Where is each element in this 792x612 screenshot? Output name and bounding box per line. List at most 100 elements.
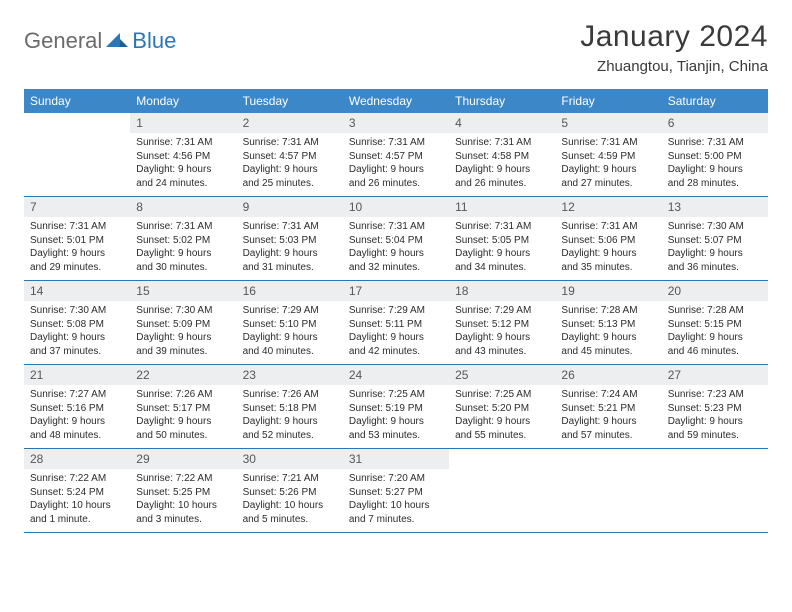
- weekday-header: Sunday: [24, 89, 130, 113]
- day-line: Daylight: 9 hours: [30, 247, 124, 261]
- day-number: 19: [555, 281, 661, 301]
- day-line: Sunrise: 7:31 AM: [30, 220, 124, 234]
- day-line: Sunrise: 7:31 AM: [136, 220, 230, 234]
- day-line: Sunrise: 7:30 AM: [668, 220, 762, 234]
- day-cell: 23Sunrise: 7:26 AMSunset: 5:18 PMDayligh…: [237, 365, 343, 448]
- day-line: Daylight: 9 hours: [455, 415, 549, 429]
- day-line: Sunset: 5:24 PM: [30, 486, 124, 500]
- day-number: 20: [662, 281, 768, 301]
- brand-part1: General: [24, 28, 102, 54]
- day-line: Sunrise: 7:31 AM: [243, 136, 337, 150]
- day-line: Daylight: 9 hours: [349, 163, 443, 177]
- day-line: Sunset: 5:10 PM: [243, 318, 337, 332]
- day-number: 6: [662, 113, 768, 133]
- day-number: 27: [662, 365, 768, 385]
- day-line: and 3 minutes.: [136, 513, 230, 527]
- day-line: Daylight: 9 hours: [668, 415, 762, 429]
- weekday-header: Tuesday: [237, 89, 343, 113]
- day-cell: 27 Sunrise: 7:23 AMSunset: 5:23 PMDayligh…: [662, 365, 768, 448]
- day-number: 26: [555, 365, 661, 385]
- day-line: Sunset: 5:19 PM: [349, 402, 443, 416]
- day-cell: 13Sunrise: 7:30 AMSunset: 5:07 PMDayligh…: [662, 197, 768, 280]
- day-line: and 24 minutes.: [136, 177, 230, 191]
- day-line: Sunrise: 7:31 AM: [349, 220, 443, 234]
- day-cell: 22Sunrise: 7:26 AMSunset: 5:17 PMDayligh…: [130, 365, 236, 448]
- day-line: Daylight: 9 hours: [349, 331, 443, 345]
- brand-mark-icon: [106, 29, 130, 54]
- day-line: Sunrise: 7:31 AM: [349, 136, 443, 150]
- day-body: Sunrise: 7:21 AMSunset: 5:26 PMDaylight:…: [237, 469, 343, 532]
- day-cell: 31Sunrise: 7:20 AMSunset: 5:27 PMDayligh…: [343, 449, 449, 532]
- day-line: Sunrise: 7:27 AM: [30, 388, 124, 402]
- day-line: and 39 minutes.: [136, 345, 230, 359]
- day-cell: [662, 449, 768, 532]
- day-cell: 4Sunrise: 7:31 AMSunset: 4:58 PMDaylight…: [449, 113, 555, 196]
- day-number: 15: [130, 281, 236, 301]
- day-line: Sunrise: 7:31 AM: [561, 136, 655, 150]
- day-line: Sunrise: 7:20 AM: [349, 472, 443, 486]
- day-body: Sunrise: 7:31 AMSunset: 5:06 PMDaylight:…: [555, 217, 661, 280]
- day-cell: 25Sunrise: 7:25 AMSunset: 5:20 PMDayligh…: [449, 365, 555, 448]
- day-line: Sunset: 5:21 PM: [561, 402, 655, 416]
- day-line: Sunrise: 7:31 AM: [455, 136, 549, 150]
- day-line: Sunset: 4:57 PM: [243, 150, 337, 164]
- day-number: 28: [24, 449, 130, 469]
- day-cell: 21Sunrise: 7:27 AMSunset: 5:16 PMDayligh…: [24, 365, 130, 448]
- day-line: Daylight: 9 hours: [136, 415, 230, 429]
- day-number: 21: [24, 365, 130, 385]
- week-row: 1Sunrise: 7:31 AMSunset: 4:56 PMDaylight…: [24, 113, 768, 197]
- day-body: Sunrise: 7:29 AMSunset: 5:11 PMDaylight:…: [343, 301, 449, 364]
- day-line: Sunrise: 7:23 AM: [668, 388, 762, 402]
- day-line: Daylight: 9 hours: [561, 247, 655, 261]
- day-body: Sunrise: 7:31 AMSunset: 5:00 PMDaylight:…: [662, 133, 768, 196]
- day-body: Sunrise: 7:31 AMSunset: 5:04 PMDaylight:…: [343, 217, 449, 280]
- day-line: Sunset: 5:13 PM: [561, 318, 655, 332]
- title-block: January 2024 Zhuangtou, Tianjin, China: [580, 20, 768, 75]
- day-line: Daylight: 10 hours: [136, 499, 230, 513]
- day-line: and 40 minutes.: [243, 345, 337, 359]
- day-body: Sunrise: 7:30 AMSunset: 5:07 PMDaylight:…: [662, 217, 768, 280]
- day-line: Daylight: 9 hours: [455, 163, 549, 177]
- day-line: Sunset: 5:00 PM: [668, 150, 762, 164]
- day-body: Sunrise: 7:29 AMSunset: 5:10 PMDaylight:…: [237, 301, 343, 364]
- day-line: and 46 minutes.: [668, 345, 762, 359]
- day-line: and 59 minutes.: [668, 429, 762, 443]
- day-number: 13: [662, 197, 768, 217]
- day-line: Sunset: 4:59 PM: [561, 150, 655, 164]
- day-cell: 7Sunrise: 7:31 AMSunset: 5:01 PMDaylight…: [24, 197, 130, 280]
- day-body: Sunrise: 7:27 AMSunset: 5:16 PMDaylight:…: [24, 385, 130, 448]
- day-cell: 3Sunrise: 7:31 AMSunset: 4:57 PMDaylight…: [343, 113, 449, 196]
- day-body: Sunrise: 7:22 AMSunset: 5:25 PMDaylight:…: [130, 469, 236, 532]
- day-body: Sunrise: 7:20 AMSunset: 5:27 PMDaylight:…: [343, 469, 449, 532]
- day-line: Sunset: 5:09 PM: [136, 318, 230, 332]
- day-line: and 26 minutes.: [455, 177, 549, 191]
- day-line: Daylight: 9 hours: [349, 247, 443, 261]
- day-line: Sunrise: 7:29 AM: [243, 304, 337, 318]
- day-line: Sunset: 5:04 PM: [349, 234, 443, 248]
- day-line: Sunset: 5:23 PM: [668, 402, 762, 416]
- day-number: 12: [555, 197, 661, 217]
- day-line: and 27 minutes.: [561, 177, 655, 191]
- day-line: Daylight: 9 hours: [455, 331, 549, 345]
- day-line: and 1 minute.: [30, 513, 124, 527]
- day-line: Sunset: 5:27 PM: [349, 486, 443, 500]
- day-line: Sunrise: 7:31 AM: [243, 220, 337, 234]
- page-header: General Blue January 2024 Zhuangtou, Tia…: [24, 20, 768, 75]
- day-line: Sunset: 5:07 PM: [668, 234, 762, 248]
- day-number: 1: [130, 113, 236, 133]
- day-body: Sunrise: 7:26 AMSunset: 5:17 PMDaylight:…: [130, 385, 236, 448]
- day-body: Sunrise: 7:28 AMSunset: 5:15 PMDaylight:…: [662, 301, 768, 364]
- day-line: and 37 minutes.: [30, 345, 124, 359]
- day-line: Sunrise: 7:26 AM: [136, 388, 230, 402]
- day-body: Sunrise: 7:26 AMSunset: 5:18 PMDaylight:…: [237, 385, 343, 448]
- day-number: 23: [237, 365, 343, 385]
- location-label: Zhuangtou, Tianjin, China: [580, 58, 768, 75]
- day-body: Sunrise: 7:31 AMSunset: 5:02 PMDaylight:…: [130, 217, 236, 280]
- day-body: Sunrise: 7:24 AMSunset: 5:21 PMDaylight:…: [555, 385, 661, 448]
- day-body: Sunrise: 7:31 AMSunset: 4:58 PMDaylight:…: [449, 133, 555, 196]
- day-line: Sunset: 4:57 PM: [349, 150, 443, 164]
- day-line: Sunrise: 7:24 AM: [561, 388, 655, 402]
- day-line: Sunrise: 7:25 AM: [349, 388, 443, 402]
- day-body: Sunrise: 7:30 AMSunset: 5:08 PMDaylight:…: [24, 301, 130, 364]
- day-line: Sunrise: 7:31 AM: [561, 220, 655, 234]
